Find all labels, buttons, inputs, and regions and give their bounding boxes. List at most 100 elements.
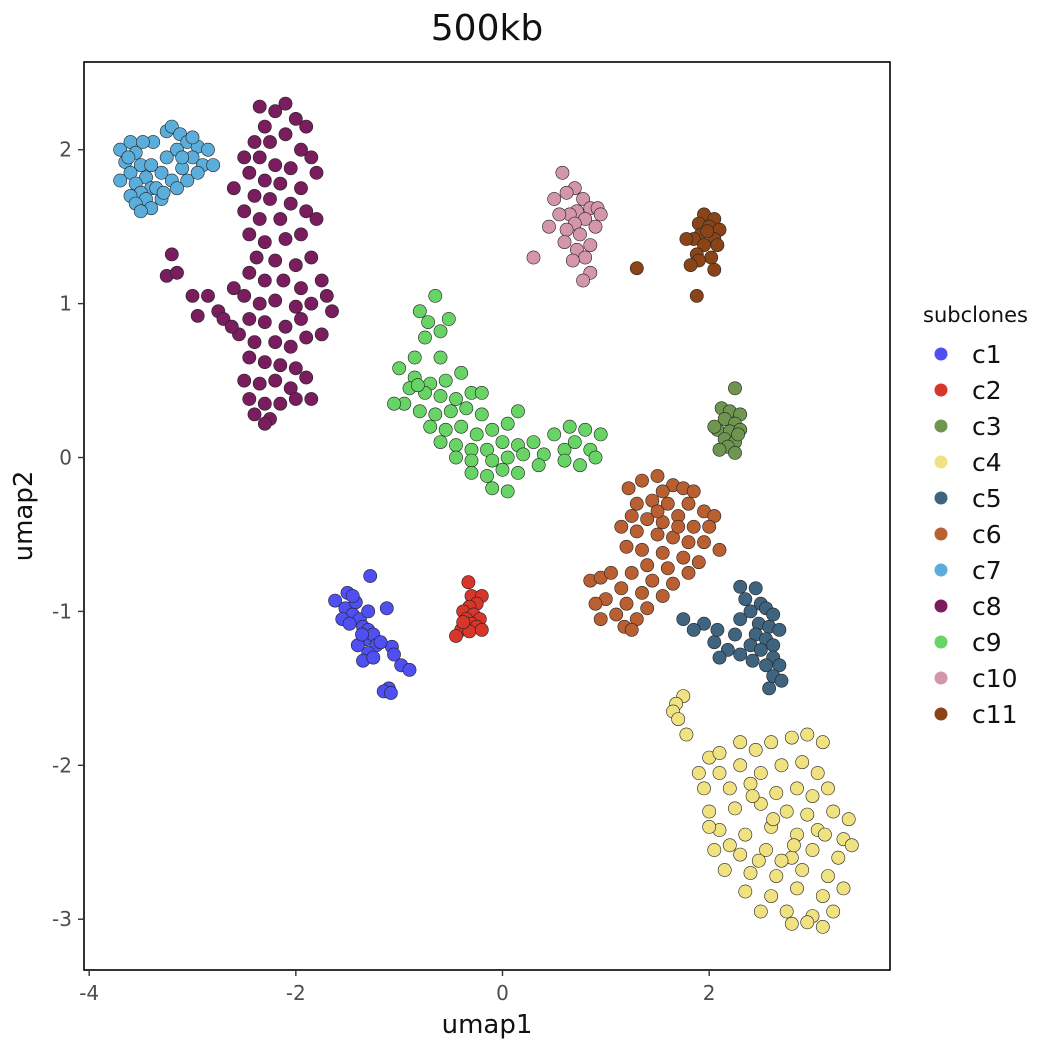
point-c8-8: [278, 127, 293, 142]
point-c9-63: [387, 396, 401, 411]
point-c6-12: [624, 509, 639, 523]
point-c4-10: [784, 730, 799, 745]
point-c4-56: [753, 904, 768, 919]
point-c9-33: [449, 438, 463, 453]
point-c9-22: [443, 404, 458, 419]
point-c8-68: [273, 396, 288, 411]
point-c9-31: [511, 404, 525, 419]
point-c8-66: [242, 392, 257, 406]
point-c10-0: [555, 165, 570, 180]
point-c5-31: [728, 627, 742, 642]
point-c1-17: [379, 601, 394, 616]
point-c7-33: [206, 158, 221, 172]
point-c9-6: [407, 350, 422, 365]
point-c5-26: [710, 623, 725, 637]
point-c7-8: [113, 173, 128, 188]
point-c2-15: [456, 615, 471, 630]
legend-label: c10: [972, 664, 1018, 693]
point-c8-17: [273, 176, 288, 191]
point-c8-76: [185, 288, 200, 303]
point-c8-5: [299, 119, 314, 134]
point-c6-40: [619, 596, 634, 611]
point-c8-30: [257, 235, 272, 249]
point-c8-55: [283, 339, 298, 354]
point-c9-62: [410, 378, 425, 393]
point-c4-29: [779, 804, 794, 819]
point-c4-68: [818, 827, 832, 842]
legend-item-c2: c2: [934, 376, 1002, 405]
point-c9-57: [562, 419, 577, 434]
point-c7-38: [156, 185, 171, 200]
point-c6-0: [650, 469, 665, 483]
point-c7-36: [135, 135, 150, 149]
point-c5-29: [676, 612, 691, 626]
point-c8-25: [237, 204, 252, 219]
point-c4-25: [821, 781, 835, 796]
point-c6-27: [655, 546, 670, 560]
point-c4-7: [733, 735, 748, 750]
point-c8-33: [249, 250, 264, 265]
point-c8-42: [237, 288, 252, 303]
point-c5-15: [753, 643, 768, 657]
point-c5-18: [759, 658, 773, 673]
point-c6-45: [593, 612, 608, 626]
point-c8-67: [257, 396, 272, 411]
point-c9-42: [500, 450, 515, 465]
point-c9-3: [421, 315, 435, 329]
point-c9-45: [464, 465, 479, 480]
point-c11-9: [710, 238, 725, 252]
point-c4-19: [697, 781, 711, 796]
point-c1-19: [387, 647, 401, 662]
point-c9-2: [441, 312, 456, 326]
point-c4-41: [759, 843, 773, 857]
point-c8-14: [304, 150, 319, 165]
point-c4-45: [844, 838, 859, 853]
legend-title: subclones: [923, 303, 1028, 327]
point-c9-56: [593, 427, 608, 442]
point-c9-41: [485, 453, 500, 468]
point-c4-50: [821, 869, 835, 883]
point-c10-8: [552, 207, 567, 222]
point-c9-11: [438, 373, 453, 388]
series-c5: [676, 579, 789, 696]
y-tick-label: 1: [59, 292, 72, 316]
point-c9-18: [474, 385, 489, 400]
point-c9-4: [433, 324, 448, 339]
point-c6-20: [650, 527, 665, 542]
point-c6-8: [660, 496, 675, 511]
point-c8-2: [278, 96, 293, 111]
point-c4-66: [722, 838, 737, 853]
point-c7-34: [190, 165, 205, 180]
point-c6-1: [635, 473, 649, 488]
point-c9-61: [588, 450, 603, 465]
point-c6-38: [655, 589, 670, 603]
point-c7-23: [201, 142, 215, 157]
point-c9-24: [474, 407, 489, 422]
point-c8-46: [304, 296, 319, 311]
point-c7-40: [175, 150, 190, 165]
point-c6-36: [614, 581, 629, 596]
point-c4-22: [769, 786, 784, 800]
point-c8-62: [252, 376, 267, 391]
point-c9-1: [412, 304, 427, 319]
point-c6-33: [624, 566, 639, 580]
y-tick-label: -3: [52, 907, 72, 931]
chart-title: 500kb: [431, 8, 543, 49]
point-c2-13: [449, 629, 463, 643]
point-c7-27: [159, 150, 174, 165]
point-c4-31: [826, 804, 841, 819]
point-c8-58: [257, 355, 272, 369]
point-c5-21: [762, 681, 776, 696]
legend-swatch: [934, 347, 948, 361]
point-c6-32: [681, 566, 696, 580]
points-layer: [113, 96, 859, 934]
x-tick-label: 2: [703, 981, 716, 1005]
point-c10-13: [573, 227, 587, 242]
point-c1-28: [373, 635, 388, 650]
point-c4-64: [766, 812, 781, 827]
point-c3-13: [712, 442, 727, 457]
point-c8-83: [224, 319, 239, 334]
point-c8-16: [257, 173, 272, 188]
point-c4-14: [733, 758, 748, 773]
point-c10-20: [526, 250, 541, 265]
